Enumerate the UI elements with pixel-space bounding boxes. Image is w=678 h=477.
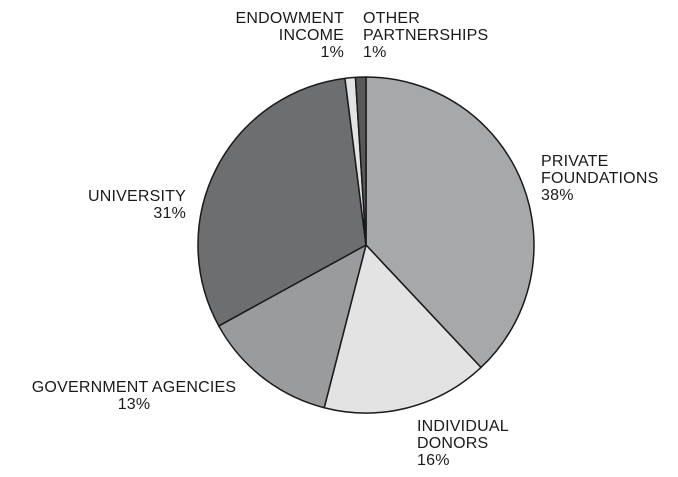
label-government-agencies: GOVERNMENT AGENCIES 13% xyxy=(10,379,258,413)
label-line: UNIVERSITY xyxy=(87,188,186,205)
label-line: ENDOWMENT xyxy=(235,10,344,27)
value-label: 31% xyxy=(153,205,186,222)
label-endowment-income: ENDOWMENT INCOME 1% xyxy=(196,10,344,61)
label-line: INDIVIDUAL xyxy=(417,418,509,435)
label-line: PARTNERSHIPS xyxy=(363,27,489,44)
label-other-partnerships: OTHER PARTNERSHIPS 1% xyxy=(363,10,488,61)
label-line: INCOME xyxy=(278,27,344,44)
label-university: UNIVERSITY 31% xyxy=(60,188,186,222)
pie-slice-individual-donors xyxy=(323,244,482,414)
pie-slice-university xyxy=(197,77,367,327)
value-label: 16% xyxy=(417,452,450,469)
value-label: 1% xyxy=(320,44,344,61)
pie-slice-government-agencies xyxy=(218,244,367,409)
pie-slice-private-foundations xyxy=(365,76,535,369)
label-line: PRIVATE xyxy=(541,153,609,170)
label-line: GOVERNMENT AGENCIES xyxy=(31,379,237,396)
label-private-foundations: PRIVATE FOUNDATIONS 38% xyxy=(541,153,658,204)
value-label: 1% xyxy=(363,44,387,61)
label-line: DONORS xyxy=(417,435,489,452)
label-line: OTHER xyxy=(363,10,420,27)
value-label: 13% xyxy=(117,396,151,413)
label-individual-donors: INDIVIDUAL DONORS 16% xyxy=(417,418,509,469)
pie-slice-other-partnerships xyxy=(354,76,367,246)
value-label: 38% xyxy=(541,187,574,204)
label-line: FOUNDATIONS xyxy=(541,170,659,187)
